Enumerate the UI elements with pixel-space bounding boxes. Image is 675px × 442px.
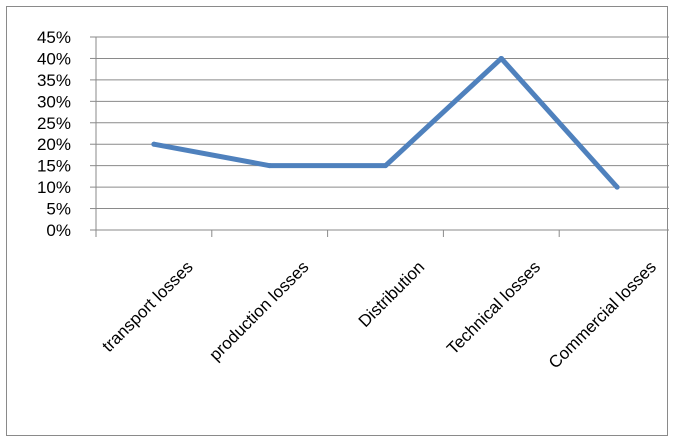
x-tick-label: Technical losses [443,257,544,358]
chart-area [6,6,668,436]
data-point [267,163,273,169]
y-tick-label: 45% [37,28,71,47]
data-point [383,163,388,169]
x-tick-label: Commercial losses [545,257,660,372]
y-tick-label: 25% [37,114,71,133]
y-tick-label: 5% [46,200,71,219]
y-tick-label: 20% [37,135,71,154]
y-tick-label: 30% [37,92,71,111]
y-tick-label: 15% [37,157,71,176]
data-point [498,55,504,61]
y-tick-label: 35% [37,71,71,90]
x-tick-label: transport losses [98,257,196,355]
y-tick-label: 40% [37,49,71,68]
y-tick-label: 0% [46,221,71,240]
data-point [151,141,157,147]
data-point [614,184,620,190]
x-tick-label: Distribution [355,257,429,331]
x-tick-label: production losses [206,257,313,364]
y-tick-label: 10% [37,178,71,197]
